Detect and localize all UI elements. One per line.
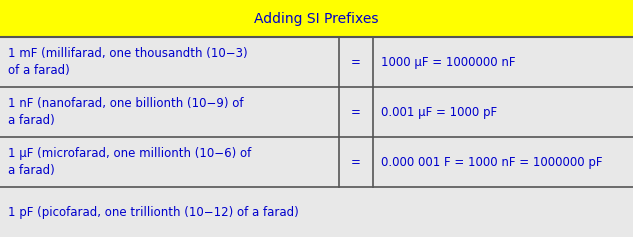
Text: =: = [351,106,361,119]
Text: 1000 μF = 1000000 nF: 1000 μF = 1000000 nF [381,56,515,69]
Text: 0.001 μF = 1000 pF: 0.001 μF = 1000 pF [381,106,497,119]
Bar [0,137,633,187]
Text: 0.000 001 F = 1000 nF = 1000000 pF: 0.000 001 F = 1000 nF = 1000000 pF [381,156,603,169]
Bar [0,0,633,37]
Bar [0,187,633,237]
Text: 1 pF (picofarad, one trillionth (10−12) of a farad): 1 pF (picofarad, one trillionth (10−12) … [8,205,298,219]
Text: =: = [351,56,361,69]
Text: =: = [351,156,361,169]
Text: 1 μF (microfarad, one millionth (10−6) of
a farad): 1 μF (microfarad, one millionth (10−6) o… [8,147,251,177]
Text: 1 nF (nanofarad, one billionth (10−9) of
a farad): 1 nF (nanofarad, one billionth (10−9) of… [8,97,243,127]
Bar [0,87,633,137]
Text: 1 mF (millifarad, one thousandth (10−3)
of a farad): 1 mF (millifarad, one thousandth (10−3) … [8,47,248,77]
Text: Adding SI Prefixes: Adding SI Prefixes [254,12,379,26]
Bar [0,37,633,87]
